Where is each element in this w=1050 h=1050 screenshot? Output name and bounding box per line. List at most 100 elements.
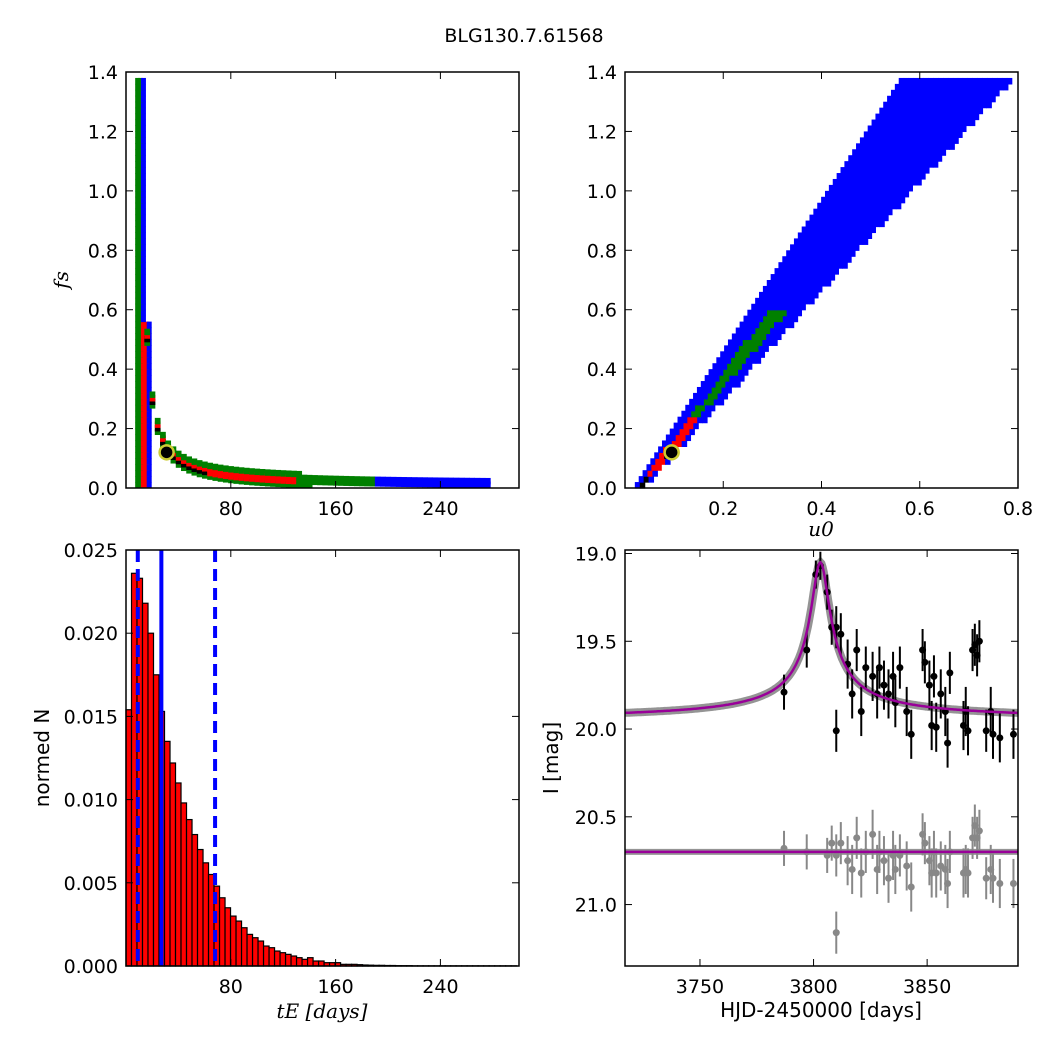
y-tick-label: 0.6 [587, 300, 617, 322]
heatmap-cell [906, 178, 912, 186]
heatmap-cell [143, 452, 149, 459]
heatmap-cell [254, 472, 261, 479]
heatmap-cell [143, 381, 149, 388]
heatmap-cell [710, 381, 717, 388]
hist-bar [279, 952, 287, 967]
heatmap-cell [870, 196, 876, 204]
heatmap-cell [374, 476, 381, 484]
heatmap-cell [767, 285, 774, 293]
heatmap-cell [264, 472, 271, 480]
heatmap-cell [146, 381, 152, 388]
y-tick-label: 1.2 [587, 121, 617, 143]
heatmap-cell [777, 315, 784, 323]
heatmap-cell [874, 190, 880, 198]
heatmap-cell [794, 297, 800, 305]
heatmap-cell [799, 268, 805, 275]
heatmap-cell [882, 208, 888, 216]
heatmap-cell [888, 190, 895, 198]
p2-marks [634, 77, 1013, 489]
heatmap-cell [135, 214, 141, 222]
heatmap-cell [191, 458, 198, 465]
p4-ylabel: I [mag] [539, 722, 563, 794]
heatmap-cell [228, 473, 234, 480]
heatmap-cell [781, 309, 788, 317]
heatmap-cell [803, 238, 810, 245]
heatmap-cell [813, 208, 819, 216]
heatmap-cell [146, 434, 152, 441]
heatmap-cell [138, 363, 144, 370]
heatmap-cell [837, 178, 844, 186]
heatmap-cell [834, 244, 840, 251]
heatmap-cell [818, 238, 825, 245]
heatmap-cell [942, 77, 949, 85]
heatmap-cell [827, 232, 833, 239]
heatmap-cell [138, 202, 144, 210]
heatmap-cell [948, 107, 954, 115]
heatmap-cell [887, 125, 893, 133]
heatmap-cell [138, 89, 144, 97]
heatmap-cell [895, 173, 902, 180]
heatmap-cell [884, 137, 890, 144]
heatmap-cell [802, 285, 808, 293]
heatmap-cell [712, 392, 719, 400]
heatmap-cell [845, 196, 852, 204]
heatmap-cell [792, 315, 799, 323]
heatmap-cell [736, 333, 743, 341]
heatmap-cell [942, 131, 948, 138]
heatmap-cell [698, 398, 705, 406]
heatmap-cell [963, 83, 970, 91]
heatmap-cell [683, 422, 689, 430]
heatmap-cell [944, 143, 950, 150]
heatmap-cell [154, 425, 161, 432]
heatmap-cell [416, 480, 423, 488]
heatmap-cell [744, 351, 751, 358]
heatmap-cell [140, 149, 146, 156]
heatmap-cell [925, 89, 931, 97]
y-tick-label: 0.4 [587, 359, 617, 381]
heatmap-cell [852, 208, 859, 216]
heatmap-cell [759, 351, 766, 358]
heatmap-cell [841, 173, 848, 180]
heatmap-cell [909, 167, 915, 174]
heatmap-cell [898, 107, 905, 115]
heatmap-cell [863, 155, 869, 162]
heatmap-cell [704, 404, 711, 412]
heatmap-cell [135, 149, 141, 156]
heatmap-cell [898, 190, 905, 198]
heatmap-cell [854, 190, 860, 198]
heatmap-cell [144, 339, 151, 346]
y-tick-label: 20.0 [575, 719, 617, 741]
heatmap-cell [718, 398, 725, 406]
heatmap-cell [138, 149, 144, 156]
heatmap-cell [140, 125, 146, 132]
heatmap-cell [927, 101, 933, 109]
heatmap-cell [738, 369, 744, 376]
heatmap-cell [891, 178, 898, 186]
heatmap-cell [140, 321, 146, 329]
heatmap-cell [146, 386, 152, 394]
heatmap-cell [898, 77, 905, 85]
heatmap-cell [280, 477, 287, 484]
heatmap-cell [994, 89, 1000, 97]
heatmap-cell [270, 480, 276, 487]
heatmap-cell [968, 113, 975, 121]
heatmap-cell [685, 404, 691, 412]
heatmap-cell [411, 477, 418, 484]
heatmap-cell [780, 303, 787, 311]
heatmap-cell [926, 125, 933, 133]
heatmap-cell [135, 375, 141, 382]
data-point [903, 862, 911, 870]
heatmap-cell [890, 143, 896, 150]
y-tick-label: 0.015 [64, 706, 118, 728]
heatmap-cell [899, 137, 905, 144]
heatmap-cell [965, 95, 972, 103]
heatmap-cell [956, 125, 962, 133]
heatmap-cell [726, 357, 732, 364]
heatmap-cell [782, 285, 789, 293]
data-point [989, 874, 997, 882]
heatmap-cell [759, 291, 765, 299]
heatmap-cell [855, 167, 861, 174]
heatmap-cell [825, 250, 831, 257]
heatmap-cell [385, 476, 392, 484]
y-tick-label: 0.6 [88, 300, 118, 322]
